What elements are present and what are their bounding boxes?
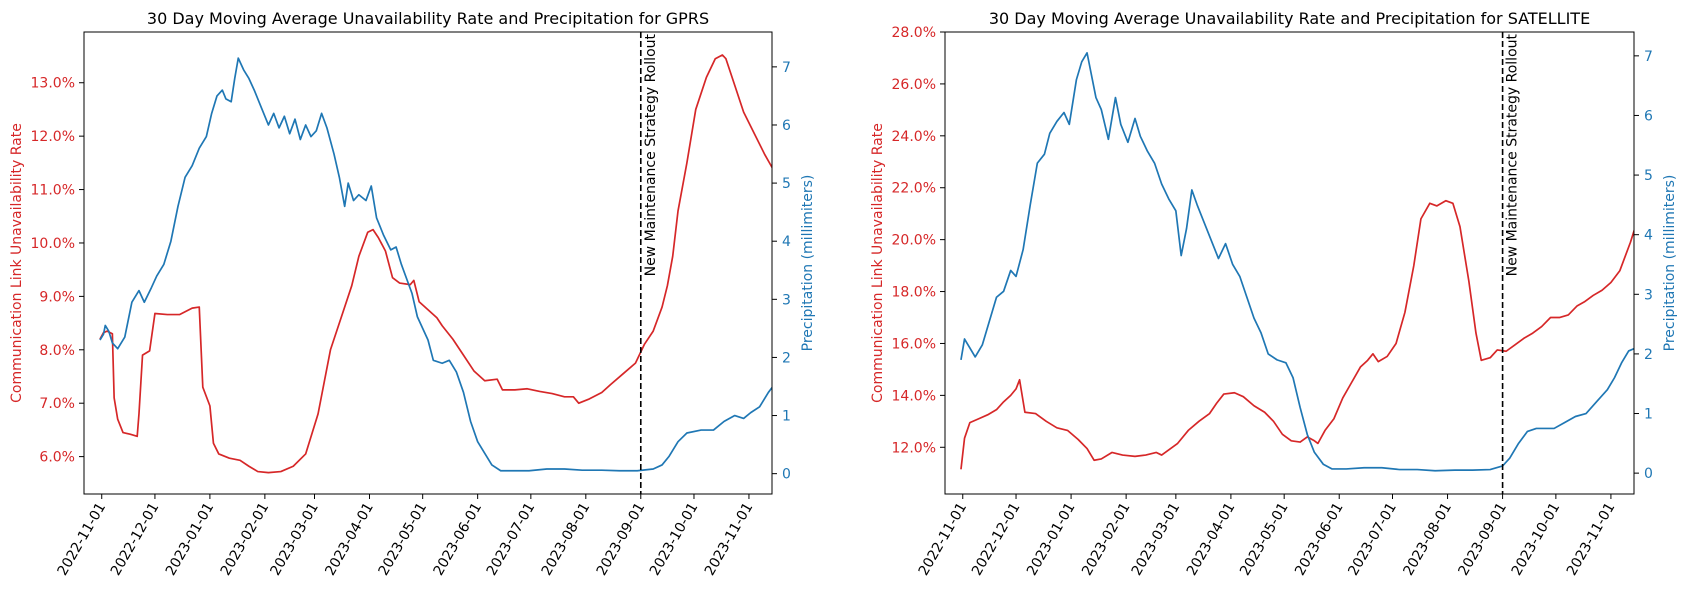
rollout-annotation-label: New Maintenance Strategy Rollout — [643, 33, 659, 276]
x-tick-label: 2023-10-01 — [647, 500, 702, 578]
precipitation-line — [99, 57, 772, 472]
x-tick-label: 2023-03-01 — [1129, 500, 1184, 578]
x-tick-label: 2023-06-01 — [1292, 500, 1347, 578]
chart-title: 30 Day Moving Average Unavailability Rat… — [989, 9, 1590, 28]
chart-title: 30 Day Moving Average Unavailability Rat… — [147, 9, 709, 28]
y2-tick-label: 3 — [1644, 287, 1653, 303]
y2-axis-label: Precipitation (millimiters) — [800, 175, 816, 352]
y-tick-label: 7.0% — [39, 396, 75, 412]
y-tick-label: 18.0% — [892, 285, 936, 301]
unavailability-rate-line — [99, 54, 772, 474]
y2-tick-label: 1 — [782, 409, 791, 425]
x-tick-label: 2023-09-01 — [1456, 500, 1511, 578]
y2-tick-label: 0 — [782, 467, 791, 483]
y-tick-label: 28.0% — [892, 25, 936, 41]
rollout-annotation-label: New Maintenance Strategy Rollout — [1505, 33, 1521, 276]
x-tick-label: 2023-02-01 — [218, 500, 273, 578]
x-tick-label: 2023-02-01 — [1079, 500, 1134, 578]
x-tick-label: 2023-04-01 — [1184, 500, 1239, 578]
x-tick-label: 2023-05-01 — [376, 500, 431, 578]
x-tick-label: 2023-03-01 — [267, 500, 322, 578]
y-tick-label: 11.0% — [31, 183, 75, 199]
y-tick-label: 13.0% — [31, 76, 75, 92]
y2-tick-label: 5 — [782, 176, 791, 192]
y2-tick-label: 7 — [782, 60, 791, 76]
x-tick-label: 2023-05-01 — [1237, 500, 1292, 578]
y2-tick-label: 1 — [1644, 407, 1653, 423]
y-tick-label: 9.0% — [39, 289, 75, 305]
y2-tick-label: 0 — [1644, 466, 1653, 482]
y2-tick-label: 4 — [1644, 228, 1653, 244]
plot-frame — [944, 31, 1635, 495]
x-tick-label: 2023-01-01 — [163, 500, 218, 578]
y2-axis-label: Precipitation (millimiters) — [1662, 175, 1678, 352]
y2-tick-label: 2 — [1644, 347, 1653, 363]
y-tick-label: 12.0% — [892, 440, 936, 456]
y2-tick-label: 2 — [782, 350, 791, 366]
chart-panel-satellite: New Maintenance Strategy Rollout 30 Day M… — [870, 9, 1678, 578]
y-tick-label: 10.0% — [31, 236, 75, 252]
x-tick-label: 2022-11-01 — [55, 500, 110, 578]
y-tick-label: 6.0% — [39, 450, 75, 466]
chart-panel-gprs: New Maintenance Strategy Rollout 30 Day M… — [9, 9, 816, 578]
y-tick-label: 12.0% — [31, 129, 75, 145]
y-axis-label: Communication Link Unavailability Rate — [9, 123, 25, 403]
x-tick-label: 2022-12-01 — [969, 500, 1024, 578]
y-tick-label: 20.0% — [892, 233, 936, 249]
x-tick-label: 2023-07-01 — [484, 500, 539, 578]
x-tick-label: 2022-11-01 — [916, 500, 971, 578]
x-tick-label: 2023-11-01 — [1564, 500, 1619, 578]
y2-tick-label: 6 — [1644, 108, 1653, 124]
precipitation-line — [960, 52, 1634, 472]
y-tick-label: 22.0% — [892, 181, 936, 197]
x-tick-label: 2023-08-01 — [1400, 500, 1455, 578]
y2-tick-label: 6 — [782, 118, 791, 134]
x-tick-label: 2023-01-01 — [1024, 500, 1079, 578]
y2-tick-label: 3 — [782, 292, 791, 308]
x-tick-label: 2023-08-01 — [539, 500, 594, 578]
x-tick-label: 2023-06-01 — [431, 500, 486, 578]
x-tick-label: 2023-09-01 — [594, 500, 649, 578]
y-axis-label: Communication Link Unavailability Rate — [870, 123, 886, 403]
y-tick-label: 14.0% — [892, 388, 936, 404]
plot-frame — [83, 31, 773, 495]
x-tick-label: 2023-11-01 — [702, 500, 757, 578]
y2-tick-label: 4 — [782, 234, 791, 250]
y2-tick-label: 5 — [1644, 168, 1653, 184]
y-tick-label: 24.0% — [892, 129, 936, 145]
x-tick-label: 2023-04-01 — [322, 500, 377, 578]
x-tick-label: 2022-12-01 — [108, 500, 163, 578]
x-tick-label: 2023-07-01 — [1345, 500, 1400, 578]
y-tick-label: 8.0% — [39, 343, 75, 359]
y-tick-label: 26.0% — [892, 77, 936, 93]
y-tick-label: 16.0% — [892, 336, 936, 352]
unavailability-rate-line — [960, 199, 1634, 470]
y2-tick-label: 7 — [1644, 49, 1653, 65]
x-tick-label: 2023-10-01 — [1509, 500, 1564, 578]
